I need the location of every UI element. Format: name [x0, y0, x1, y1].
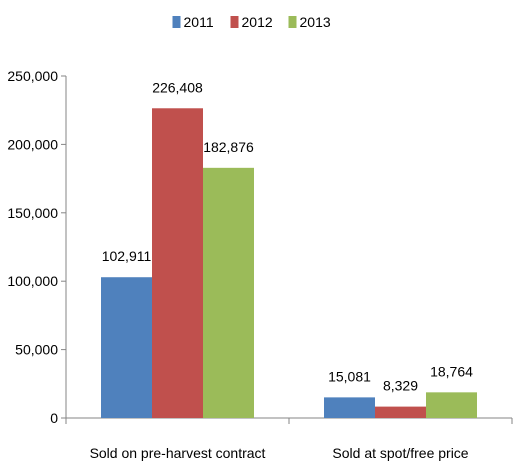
bar-2012-1	[375, 406, 426, 418]
legend-label-2013: 2013	[300, 14, 331, 30]
data-labels: 102,911 226,408 182,876 15,081 8,329 18,764	[102, 79, 473, 393]
legend: 2011 2012 2013	[172, 14, 331, 30]
x-axis: Sold on pre-harvest contract Sold at spot…	[65, 417, 513, 461]
y-tick-label: 100,000	[7, 273, 58, 289]
x-category-label: Sold on pre-harvest contract	[90, 445, 266, 461]
data-label-2012-0: 226,408	[152, 79, 203, 95]
legend-swatch-2013	[288, 16, 297, 28]
data-label-2013-1: 18,764	[430, 363, 473, 379]
bar-2013-1	[426, 392, 477, 418]
x-category-label: Sold at spot/free price	[332, 445, 468, 461]
data-label-2012-1: 8,329	[383, 378, 418, 394]
data-label-2011-1: 15,081	[328, 368, 371, 384]
legend-swatch-2012	[230, 16, 239, 28]
y-tick-label: 0	[50, 410, 58, 426]
bar-2011-0	[101, 277, 152, 418]
y-tick-label: 50,000	[15, 342, 58, 358]
y-tick-label: 200,000	[7, 136, 58, 152]
bar-2011-1	[324, 397, 375, 418]
legend-swatch-2011	[172, 16, 181, 28]
legend-label-2012: 2012	[242, 14, 273, 30]
bar-2012-0	[152, 108, 203, 418]
y-tick-label: 250,000	[7, 68, 58, 84]
legend-label-2011: 2011	[184, 14, 214, 30]
data-label-2011-0: 102,911	[102, 248, 152, 264]
data-label-2013-0: 182,876	[203, 139, 254, 155]
y-tick-label: 150,000	[7, 205, 58, 221]
y-axis: 0 50,000 100,000 150,000 200,000 250,000	[7, 68, 67, 426]
bar-2013-0	[203, 167, 254, 418]
bars	[101, 108, 477, 418]
